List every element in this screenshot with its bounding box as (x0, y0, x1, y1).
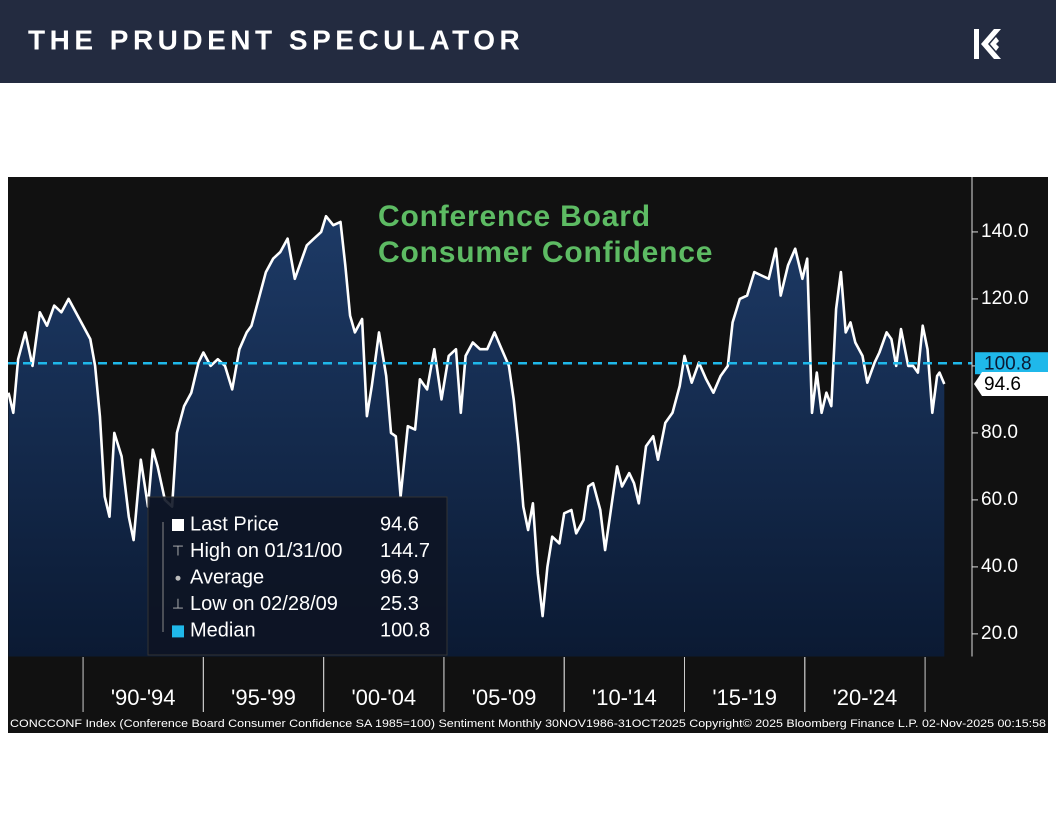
chart: 20.040.060.080.0100.0120.0140.0100.894.6… (7, 177, 1048, 730)
x-band-label: '20-'24 (833, 685, 898, 710)
chart-title: Conference Board (378, 200, 651, 233)
header-bar (0, 0, 1056, 83)
legend-value: 25.3 (380, 593, 419, 615)
legend-label: Average (190, 566, 264, 588)
logo (974, 29, 1001, 59)
header-title: THE PRUDENT SPECULATOR (28, 24, 524, 55)
legend-box (147, 496, 448, 656)
legend-marker (175, 575, 181, 581)
legend-label: High on 01/31/00 (190, 540, 342, 562)
x-band-label: '15-'19 (712, 685, 777, 710)
x-band-label: '05-'09 (472, 685, 537, 710)
y-tick-label: 20.0 (981, 623, 1018, 644)
last-tag-label: 94.6 (984, 374, 1021, 395)
last-tag (974, 372, 1048, 397)
footer-text: CONCCONF Index (Conference Board Consume… (10, 718, 1046, 730)
median-tag (975, 352, 1048, 375)
legend-value: 100.8 (380, 620, 430, 642)
x-band-label: '10-'14 (592, 685, 657, 710)
x-band-label: '90-'94 (111, 685, 176, 710)
y-tick-label: 80.0 (981, 422, 1018, 443)
legend-label: Median (190, 620, 256, 642)
y-tick-label: 40.0 (981, 556, 1018, 577)
median-tag-label: 100.8 (984, 353, 1032, 374)
x-band-label: '95-'99 (231, 685, 296, 710)
x-band-label: '00-'04 (351, 685, 416, 710)
chart-title: Consumer Confidence (378, 236, 713, 269)
y-tick-label: 140.0 (981, 221, 1029, 242)
y-tick-label: 120.0 (981, 288, 1029, 309)
legend-label: Low on 02/28/09 (190, 593, 338, 615)
legend-label: Last Price (190, 513, 279, 535)
legend-value: 144.7 (380, 540, 430, 562)
legend-marker (172, 519, 184, 531)
legend-value: 94.6 (380, 513, 419, 535)
y-tick-label: 60.0 (981, 489, 1018, 510)
legend-marker (172, 625, 184, 638)
legend-marker: ⊤ (172, 542, 184, 558)
legend-value: 96.9 (380, 566, 419, 588)
legend-marker: ⊥ (172, 596, 184, 612)
